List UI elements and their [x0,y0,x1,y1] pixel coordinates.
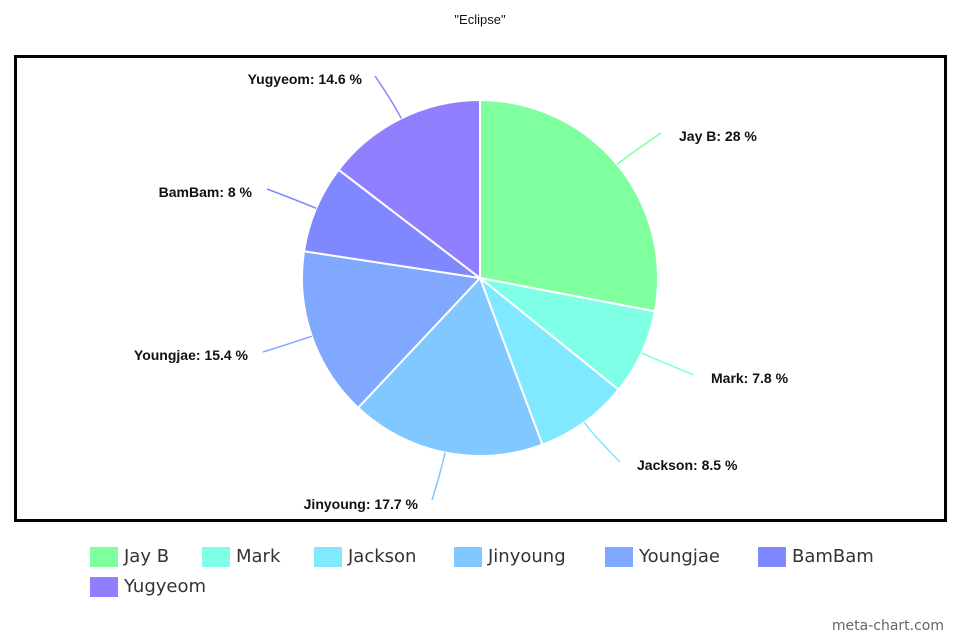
legend-label: Yugyeom [124,576,207,597]
legend-item-jinyoung: Jinyoung [454,546,566,567]
pie-slice-jinyoung [356,276,544,457]
legend-label: Mark [236,546,281,567]
legend-item-yugyeom: Yugyeom [90,576,206,597]
legend-label: Jay B [124,546,170,567]
legend-label: Jackson [348,546,417,567]
legend-label: Youngjae [639,546,720,567]
leader-line-mark [641,352,695,376]
legend-swatch [90,546,118,567]
legend-swatch [605,546,633,567]
pie-slice-jackson [477,274,620,446]
legend-item-youngjae: Youngjae [605,546,720,567]
legend-item-mark: Mark [202,546,280,567]
pie-slice-jay-b [479,98,659,313]
pie-slice-yugyeom [337,98,481,281]
legend-item-jackson: Jackson [314,546,416,567]
pie-slice-bambam [302,168,481,279]
legend-swatch [454,546,482,567]
plot-area [14,55,947,522]
leader-line-jackson [583,421,621,463]
data-label-yugyeom: Yugyeom: 14.6 % [248,71,363,87]
leader-line-bambam [266,188,317,210]
leader-line-jay-b [616,132,662,166]
legend-swatch [202,546,230,567]
leader-line-youngjae [262,335,313,353]
legend-swatch [90,576,118,597]
chart-title: "Eclipse" [454,12,506,27]
legend-item-jay-b: Jay B [90,546,169,567]
legend-label: Jinyoung [488,546,566,567]
data-label-mark: Mark: 7.8 % [711,370,789,386]
legend-label: BamBam [792,546,874,567]
data-label-youngjae: Youngjae: 15.4 % [134,347,249,363]
legend-swatch [314,546,342,567]
legend-swatch [758,546,786,567]
leader-line-yugyeom [374,75,402,119]
legend-item-bambam: BamBam [758,546,874,567]
pie-slice-youngjae [301,250,483,410]
data-label-jinyoung: Jinyoung: 17.7 % [304,496,419,512]
data-label-jackson: Jackson: 8.5 % [637,457,738,473]
leader-line-jinyoung [431,452,446,501]
data-label-jay-b: Jay B: 28 % [679,128,757,144]
data-label-bambam: BamBam: 8 % [159,184,253,200]
watermark: meta-chart.com [831,618,944,634]
